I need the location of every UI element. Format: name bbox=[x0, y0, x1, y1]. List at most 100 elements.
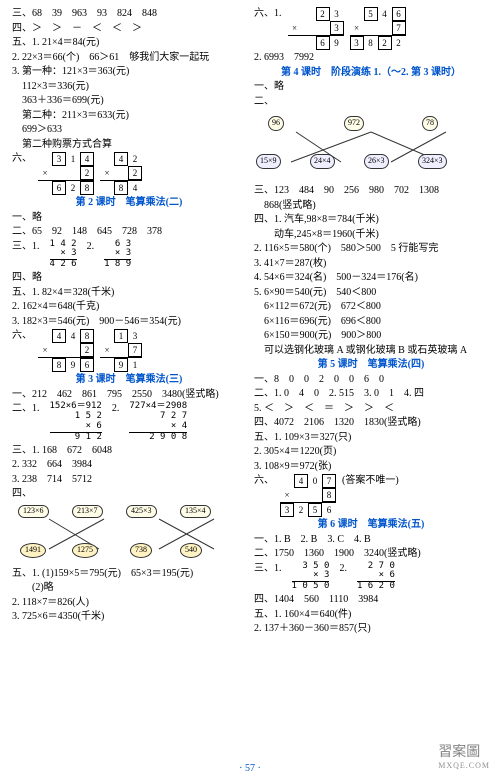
cloud-node: 24×4 bbox=[310, 154, 335, 169]
note: (答案不唯一) bbox=[342, 474, 399, 488]
watermark: 習案圖 MXQE.COM bbox=[434, 739, 494, 772]
bee-diagram: 96 972 78 15×9 24×4 26×3 324×3 bbox=[254, 110, 488, 182]
fillbox-r1: 23 ×3 69 bbox=[288, 7, 344, 50]
text-line: 一、略 bbox=[12, 211, 246, 225]
label-six: 六、 bbox=[12, 329, 32, 343]
label: 六、1. bbox=[254, 7, 282, 21]
text-line: 3. 108×9＝972(张) bbox=[254, 460, 488, 474]
bee-diagram-wrap: 二、 96 972 78 15×9 24×4 26×3 324×3 bbox=[254, 95, 488, 183]
fillbox-c: 448 ×2 896 bbox=[38, 329, 94, 372]
text-line: 699＞633 bbox=[12, 123, 246, 137]
fillbox-d: 13 ×7 91 bbox=[100, 329, 142, 372]
fillbox-r2: 546 ×7 3822 bbox=[350, 7, 406, 50]
label: 2. bbox=[112, 402, 120, 416]
text-line: 2. 22×3＝66(个) 66＞61 够我们大家一起玩 bbox=[12, 51, 246, 65]
text-line: 二、1. 0 4 0 2. 515 3. 0 1 4. 四 bbox=[254, 387, 488, 401]
text-line: 五、1. 109×3＝327(只) bbox=[254, 431, 488, 445]
fillbox-b: 42 ×2 84 bbox=[100, 152, 142, 195]
heading-lesson-4: 第 4 课时 阶段演练 1.（～2. 第 3 课时） bbox=[254, 66, 488, 80]
vmul-row-r6: 三、1. 3 5 0 × 3 1 0 5 0 2. 2 7 0 × 6 1 6 … bbox=[254, 562, 488, 593]
text-line: 可以选钢化玻璃 A 或钢化玻璃 B 或石英玻璃 A bbox=[254, 344, 488, 358]
text-line: 四、4072 2106 1320 1830(竖式略) bbox=[254, 416, 488, 430]
text-line: 3. 725×6＝4350(千米) bbox=[12, 610, 246, 624]
oval: 540 bbox=[180, 543, 202, 558]
text-line: 一、1. B 2. B 3. C 4. B bbox=[254, 533, 488, 547]
text-line: 6×112＝672(元) 672＜800 bbox=[254, 300, 488, 314]
text-line: 112×3＝336(元) bbox=[12, 80, 246, 94]
text-line: 动车,245×8＝1960(千米) bbox=[254, 228, 488, 242]
label: 三、1. bbox=[254, 562, 282, 576]
label: 二、1. bbox=[12, 402, 40, 416]
text-line: 三、123 484 90 256 980 702 1308 bbox=[254, 184, 488, 198]
six-puzzle-row-2: 六、 448 ×2 896 13 ×7 91 bbox=[12, 329, 246, 372]
watermark-main: 習案圖 bbox=[438, 745, 480, 760]
six-puzzle-row: 六、 314 ×2 628 42 ×2 84 bbox=[12, 152, 246, 195]
text-line: 6×150＝900(元) 900＞800 bbox=[254, 329, 488, 343]
text-line: 4. 54×6＝324(名) 500－324＝176(名) bbox=[254, 271, 488, 285]
heading-lesson-6: 第 6 课时 笔算乘法(五) bbox=[254, 518, 488, 532]
text-line: 一、8 0 0 2 0 0 6 0 bbox=[254, 373, 488, 387]
text-line: 四、略 bbox=[12, 271, 246, 285]
text-line: 3. 41×7＝287(枚) bbox=[254, 257, 488, 271]
text-line: 三、68 39 963 93 824 848 bbox=[12, 7, 246, 21]
text-line: 二、1750 1360 1900 3240(竖式略) bbox=[254, 547, 488, 561]
matching-diagram: 四、 123×6 213×7 425×3 135×4 1491 1275 738… bbox=[12, 487, 246, 565]
oval: 738 bbox=[130, 543, 152, 558]
heading-lesson-3: 第 3 课时 笔算乘法(三) bbox=[12, 373, 246, 387]
vertical-mul-c: 152×6＝912 1 5 2 × 6 9 1 2 bbox=[50, 402, 102, 443]
text-line: 三、1. 168 672 6048 bbox=[12, 444, 246, 458]
text-line: 5. ＜ ＞ ＜ ＝ ＞ ＞ ＜ bbox=[254, 402, 488, 416]
text-line: 3. 第一种：121×3＝363(元) bbox=[12, 65, 246, 79]
text-line: 四、1404 560 1110 3984 bbox=[254, 593, 488, 607]
fillbox-r5: 407 ×8 3256 bbox=[280, 474, 336, 517]
oval: 1491 bbox=[20, 543, 46, 558]
vmul-row-2: 二、1. 152×6＝912 1 5 2 × 6 9 1 2 2. 727×4＝… bbox=[12, 402, 246, 443]
label-six: 六、 bbox=[12, 152, 32, 166]
label: 四、 bbox=[12, 488, 32, 499]
text-line: 五、1. 82×4＝328(千米) bbox=[12, 286, 246, 300]
text-line: 四、1. 汽车,98×8＝784(千米) bbox=[254, 213, 488, 227]
text-line: 五、1. (1)159×5＝795(元) 65×3＝195(元) bbox=[12, 567, 246, 581]
heading-lesson-2: 第 2 课时 笔算乘法(二) bbox=[12, 196, 246, 210]
vmul-row: 三、1. 1 4 2 × 3 4 2 6 2. 6 3 × 3 1 8 9 bbox=[12, 240, 246, 271]
text-line: 2. 305×4＝1220(页) bbox=[254, 445, 488, 459]
text-line: 363＋336＝699(元) bbox=[12, 94, 246, 108]
text-line: 2. 6993 7992 bbox=[254, 51, 488, 65]
label: 六、 bbox=[254, 474, 274, 488]
pill: 135×4 bbox=[180, 505, 211, 518]
cloud-node: 15×9 bbox=[256, 154, 281, 169]
pill: 123×6 bbox=[18, 505, 49, 518]
text-line: 一、212 462 861 795 2550 3480(竖式略) bbox=[12, 388, 246, 402]
text-line: 第二种购票方式合算 bbox=[12, 138, 246, 152]
text-line: 二、65 92 148 645 728 378 bbox=[12, 225, 246, 239]
pill: 425×3 bbox=[126, 505, 157, 518]
bee-lines bbox=[254, 110, 488, 182]
text-line: 一、略 bbox=[254, 80, 488, 94]
left-column: 三、68 39 963 93 824 848 四、＞ ＞ － ＜ ＜ ＞ 五、1… bbox=[8, 6, 250, 758]
label: 2. bbox=[87, 240, 95, 254]
heading-lesson-5: 第 5 课时 笔算乘法(四) bbox=[254, 358, 488, 372]
fillbox-a: 314 ×2 628 bbox=[38, 152, 94, 195]
text-line: 3. 238 714 5712 bbox=[12, 473, 246, 487]
vertical-mul-e: 3 5 0 × 3 1 0 5 0 bbox=[292, 562, 330, 593]
label: 二、 bbox=[254, 96, 274, 107]
text-line: 5. 6×90＝540(元) 540＜800 bbox=[254, 286, 488, 300]
cloud-node: 324×3 bbox=[418, 154, 447, 169]
text-line: 五、1. 21×4＝84(元) bbox=[12, 36, 246, 50]
six-puzzle-r5: 六、 407 ×8 3256 (答案不唯一) bbox=[254, 474, 488, 517]
text-line: 2. 137＋360－360＝857(只) bbox=[254, 622, 488, 636]
bee-node: 96 bbox=[268, 116, 284, 131]
cloud-node: 26×3 bbox=[364, 154, 389, 169]
page-root: 三、68 39 963 93 824 848 四、＞ ＞ － ＜ ＜ ＞ 五、1… bbox=[0, 0, 500, 778]
right-column: 六、1. 23 ×3 69 546 ×7 3822 2. 6993 7992 第… bbox=[250, 6, 492, 758]
text-line: 3. 182×3＝546(元) 900－546＝354(元) bbox=[12, 315, 246, 329]
vertical-mul-a: 1 4 2 × 3 4 2 6 bbox=[50, 240, 77, 271]
text-line: 6×116＝696(元) 696＜800 bbox=[254, 315, 488, 329]
text-line: 2. 118×7＝826(人) bbox=[12, 596, 246, 610]
label: 2. bbox=[339, 562, 347, 576]
bee-node: 972 bbox=[344, 116, 364, 131]
text-line: 868(竖式略) bbox=[254, 199, 488, 213]
text-line: 五、1. 160×4＝640(件) bbox=[254, 608, 488, 622]
text-line: 2. 162×4＝648(千克) bbox=[12, 300, 246, 314]
label: 三、1. bbox=[12, 240, 40, 254]
